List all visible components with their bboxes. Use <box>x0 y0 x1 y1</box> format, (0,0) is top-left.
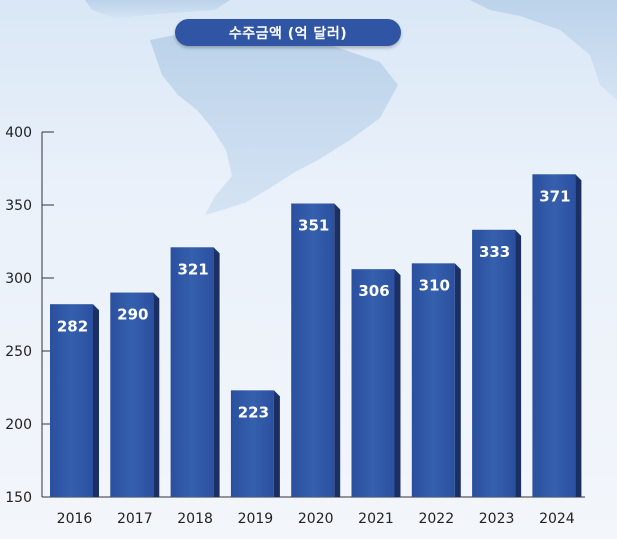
bar <box>532 174 576 497</box>
bar-value-label: 306 <box>358 282 389 300</box>
bar-side <box>334 203 341 498</box>
bar-side <box>454 263 461 497</box>
y-tick-label: 200 <box>5 417 32 433</box>
x-tick-label: 2024 <box>539 511 575 527</box>
bar-group: 333 <box>472 229 522 497</box>
bar-group: 223 <box>230 390 280 497</box>
x-tick-label: 2019 <box>238 511 274 527</box>
bar-value-label: 321 <box>177 260 208 278</box>
map-africa-shape <box>470 0 617 100</box>
map-north-shape <box>85 0 230 18</box>
x-tick-label: 2018 <box>177 511 213 527</box>
bar-group: 310 <box>411 263 461 497</box>
bar-value-label: 282 <box>57 317 88 335</box>
y-tick-label: 300 <box>5 271 32 287</box>
bar-group: 371 <box>532 174 582 497</box>
chart-title: 수주금액 (억 달러) <box>175 19 401 46</box>
bar <box>170 247 214 497</box>
bar-value-label: 351 <box>298 217 329 235</box>
y-tick-label: 400 <box>5 125 32 141</box>
x-tick-label: 2020 <box>298 511 334 527</box>
bar-group: 321 <box>170 247 220 497</box>
y-tick-label: 150 <box>5 490 32 506</box>
bar-group: 351 <box>291 203 341 498</box>
bar-value-label: 371 <box>539 187 570 205</box>
bar <box>291 203 335 498</box>
x-tick-label: 2022 <box>418 511 454 527</box>
bar <box>351 269 395 497</box>
bar-side <box>394 269 401 497</box>
x-tick-label: 2021 <box>358 511 394 527</box>
bar-value-label: 290 <box>117 306 148 324</box>
bar <box>411 263 455 497</box>
bar-value-label: 223 <box>238 403 269 421</box>
bar-group: 306 <box>351 269 401 497</box>
bar-group: 290 <box>110 292 160 497</box>
bar <box>230 390 274 497</box>
x-tick-label: 2016 <box>57 511 93 527</box>
y-tick-label: 250 <box>5 344 32 360</box>
bar-group: 282 <box>50 304 99 497</box>
x-tick-label: 2023 <box>479 511 515 527</box>
x-tick-label: 2017 <box>117 511 153 527</box>
bar-side <box>93 304 99 497</box>
bar <box>50 304 93 497</box>
bar-side <box>515 229 522 497</box>
bar-side <box>213 247 220 497</box>
bar-side <box>273 390 280 497</box>
bar <box>472 229 516 497</box>
y-tick-label: 350 <box>5 198 32 214</box>
map-south-america-shape <box>150 28 398 215</box>
bar-side <box>575 174 582 497</box>
bar-value-label: 333 <box>479 243 510 261</box>
bar-side <box>153 292 160 497</box>
bar <box>110 292 154 497</box>
bar-value-label: 310 <box>419 276 450 294</box>
